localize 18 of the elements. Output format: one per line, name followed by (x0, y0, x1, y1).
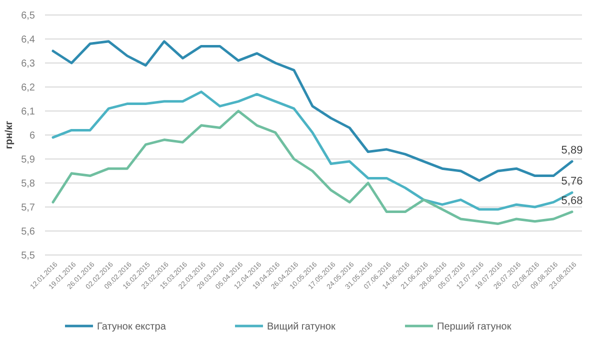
data-label: 5,68 (561, 194, 583, 207)
data-label: 5,89 (561, 144, 583, 156)
legend-label: Перший гатунок (437, 322, 512, 332)
y-tick-label: 6,3 (21, 58, 36, 70)
y-tick-label: 5,8 (21, 178, 36, 190)
y-tick-label: 6,5 (21, 10, 36, 22)
y-tick-label: 5,6 (21, 226, 36, 238)
y-axis-title: грн/кг (4, 120, 15, 150)
data-label: 5,76 (561, 176, 583, 188)
y-tick-label: 6 (29, 130, 36, 142)
legend-label: Вищий гатунок (267, 322, 336, 332)
y-tick-label: 6,1 (21, 106, 36, 118)
y-tick-label: 5,5 (21, 250, 36, 262)
y-tick-label: 6,4 (21, 34, 36, 46)
y-tick-label: 5,9 (21, 154, 36, 166)
y-tick-label: 5,7 (21, 202, 36, 214)
y-tick-label: 6,2 (21, 82, 36, 94)
legend-label: Гатунок екстра (97, 322, 166, 332)
